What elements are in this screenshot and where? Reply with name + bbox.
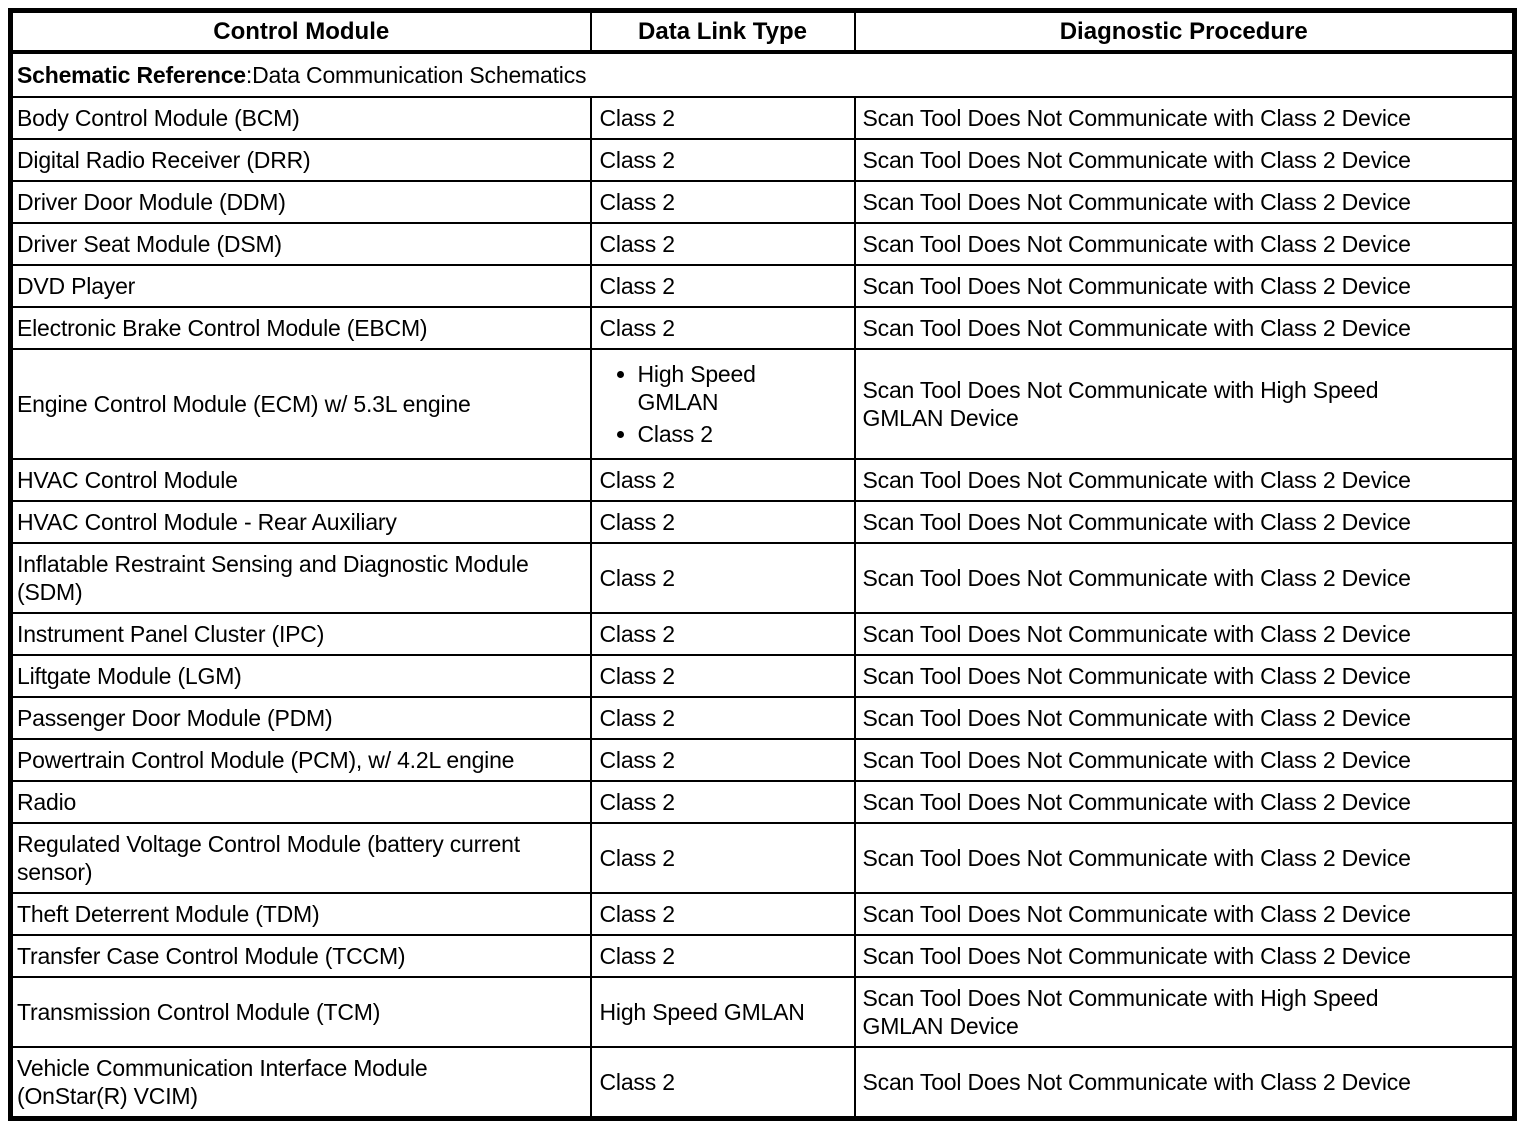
data-link-type-cell: Class 2: [589, 264, 856, 308]
data-link-type-cell: Class 2: [589, 138, 856, 182]
diagnostic-procedure-cell: Scan Tool Does Not Communicate with Clas…: [853, 934, 1516, 978]
diagnostic-procedure-cell: Scan Tool Does Not Communicate with High…: [853, 348, 1516, 460]
table-row: Inflatable Restraint Sensing and Diagnos…: [9, 542, 1516, 614]
header-control-module: Control Module: [9, 9, 592, 54]
diagnostic-procedure-cell: Scan Tool Does Not Communicate with Clas…: [853, 96, 1516, 140]
data-link-type-cell: Class 2: [589, 542, 856, 614]
control-module-cell: Vehicle Communication Interface Module (…: [9, 1046, 592, 1120]
diagnostic-procedure-cell: Scan Tool Does Not Communicate with Clas…: [853, 822, 1516, 894]
control-module-cell: Driver Seat Module (DSM): [9, 222, 592, 266]
table-row: DVD Player Class 2 Scan Tool Does Not Comm…: [9, 264, 1516, 308]
data-link-type-bullet-list: High Speed GMLAN Class 2: [600, 360, 848, 448]
data-link-type-bullet-item: Class 2: [638, 420, 848, 448]
control-module-cell: Liftgate Module (LGM): [9, 654, 592, 698]
data-link-type-cell: Class 2: [589, 96, 856, 140]
control-module-cell: Passenger Door Module (PDM): [9, 696, 592, 740]
data-link-type-cell: Class 2: [589, 458, 856, 502]
diagnostic-procedure-cell: Scan Tool Does Not Communicate with Clas…: [853, 306, 1516, 350]
schematic-reference-row: Schematic Reference:Data Communication S…: [9, 51, 1516, 98]
data-link-type-cell: Class 2: [589, 654, 856, 698]
control-module-cell: Transfer Case Control Module (TCCM): [9, 934, 592, 978]
control-module-cell: HVAC Control Module: [9, 458, 592, 502]
table-header: Control Module Data Link Type Diagnostic…: [9, 9, 1516, 54]
diagnostic-procedure-cell: Scan Tool Does Not Communicate with Clas…: [853, 500, 1516, 544]
control-module-cell: Engine Control Module (ECM) w/ 5.3L engi…: [9, 348, 592, 460]
diagnostic-procedure-cell: Scan Tool Does Not Communicate with Clas…: [853, 1046, 1516, 1120]
table-row: Theft Deterrent Module (TDM) Class 2 Scan …: [9, 892, 1516, 936]
control-module-cell: Electronic Brake Control Module (EBCM): [9, 306, 592, 350]
data-link-type-cell: Class 2: [589, 822, 856, 894]
schematic-reference-label: Schematic Reference: [17, 62, 246, 88]
data-link-type-cell: Class 2: [589, 222, 856, 266]
diagnostic-procedure-cell: Scan Tool Does Not Communicate with Clas…: [853, 180, 1516, 224]
diagnostic-procedure-cell: Scan Tool Does Not Communicate with High…: [853, 976, 1516, 1048]
control-module-cell: Inflatable Restraint Sensing and Diagnos…: [9, 542, 592, 614]
table-row: Electronic Brake Control Module (EBCM) Cl…: [9, 306, 1516, 350]
table-row: Regulated Voltage Control Module (batter…: [9, 822, 1516, 894]
data-link-type-cell: Class 2: [589, 500, 856, 544]
diagnostic-procedure-cell: Scan Tool Does Not Communicate with Clas…: [853, 264, 1516, 308]
diagnostic-procedure-cell: Scan Tool Does Not Communicate with Clas…: [853, 138, 1516, 182]
table-row: Driver Door Module (DDM) Class 2 Scan Tool…: [9, 180, 1516, 224]
control-module-cell: Regulated Voltage Control Module (batter…: [9, 822, 592, 894]
data-link-type-cell: Class 2: [589, 934, 856, 978]
table-row: Driver Seat Module (DSM) Class 2 Scan Tool…: [9, 222, 1516, 266]
diagnostic-procedure-cell: Scan Tool Does Not Communicate with Clas…: [853, 780, 1516, 824]
table-row: Liftgate Module (LGM) Class 2 Scan Tool Do…: [9, 654, 1516, 698]
control-module-cell: Instrument Panel Cluster (IPC): [9, 612, 592, 656]
table-row: Powertrain Control Module (PCM), w/ 4.2L…: [9, 738, 1516, 782]
data-link-type-cell: Class 2: [589, 780, 856, 824]
data-link-type-cell: Class 2: [589, 696, 856, 740]
control-module-cell: Theft Deterrent Module (TDM): [9, 892, 592, 936]
table-row: Vehicle Communication Interface Module (…: [9, 1046, 1516, 1120]
diagnostic-procedure-cell: Scan Tool Does Not Communicate with Clas…: [853, 892, 1516, 936]
schematic-reference-value: :Data Communication Schematics: [245, 62, 587, 88]
control-module-cell: HVAC Control Module - Rear Auxiliary: [9, 500, 592, 544]
control-module-cell: Body Control Module (BCM): [9, 96, 592, 140]
diagnostic-procedure-cell: Scan Tool Does Not Communicate with Clas…: [853, 542, 1516, 614]
control-module-cell: Driver Door Module (DDM): [9, 180, 592, 224]
table-row: Instrument Panel Cluster (IPC) Class 2 Sca…: [9, 612, 1516, 656]
data-link-type-cell: Class 2: [589, 306, 856, 350]
data-link-type-cell: Class 2: [589, 180, 856, 224]
header-row: Control Module Data Link Type Diagnostic…: [9, 9, 1516, 54]
data-link-type-bullet-item: High Speed GMLAN: [638, 360, 848, 416]
data-link-type-cell: High Speed GMLAN Class 2: [589, 348, 856, 460]
table-row: Body Control Module (BCM) Class 2 Scan Too…: [9, 96, 1516, 140]
data-link-type-cell: Class 2: [589, 738, 856, 782]
data-link-type-cell: High Speed GMLAN: [589, 976, 856, 1048]
data-link-type-cell: Class 2: [589, 892, 856, 936]
table-row: HVAC Control Module - Rear Auxiliary Clas…: [9, 500, 1516, 544]
table-row: Transfer Case Control Module (TCCM) Class…: [9, 934, 1516, 978]
diagnostic-procedure-cell: Scan Tool Does Not Communicate with Clas…: [853, 612, 1516, 656]
diagnostic-procedure-table: Control Module Data Link Type Diagnostic…: [8, 8, 1517, 1121]
table-row: HVAC Control Module Class 2 Scan Tool Does…: [9, 458, 1516, 502]
control-module-cell: Digital Radio Receiver (DRR): [9, 138, 592, 182]
control-module-cell: Powertrain Control Module (PCM), w/ 4.2L…: [9, 738, 592, 782]
diagnostic-procedure-cell: Scan Tool Does Not Communicate with Clas…: [853, 654, 1516, 698]
control-module-cell: DVD Player: [9, 264, 592, 308]
control-module-cell: Radio: [9, 780, 592, 824]
data-link-type-cell: Class 2: [589, 1046, 856, 1120]
control-module-cell: Transmission Control Module (TCM): [9, 976, 592, 1048]
diagnostic-procedure-cell: Scan Tool Does Not Communicate with Clas…: [853, 222, 1516, 266]
table-body: Body Control Module (BCM) Class 2 Scan Too…: [9, 96, 1516, 1120]
diagnostic-procedure-cell: Scan Tool Does Not Communicate with Clas…: [853, 738, 1516, 782]
table-row: Passenger Door Module (PDM) Class 2 Scan T…: [9, 696, 1516, 740]
table-row: Digital Radio Receiver (DRR) Class 2 Scan …: [9, 138, 1516, 182]
header-data-link-type: Data Link Type: [589, 9, 856, 54]
table-row: Transmission Control Module (TCM) High Sp…: [9, 976, 1516, 1048]
data-link-type-cell: Class 2: [589, 612, 856, 656]
table-row: Engine Control Module (ECM) w/ 5.3L engi…: [9, 348, 1516, 460]
header-diagnostic-procedure: Diagnostic Procedure: [853, 9, 1516, 54]
diagnostic-procedure-cell: Scan Tool Does Not Communicate with Clas…: [853, 458, 1516, 502]
diagnostic-procedure-cell: Scan Tool Does Not Communicate with Clas…: [853, 696, 1516, 740]
schematic-reference-cell: Schematic Reference:Data Communication S…: [9, 51, 1516, 98]
table-row: Radio Class 2 Scan Tool Does Not Communica…: [9, 780, 1516, 824]
